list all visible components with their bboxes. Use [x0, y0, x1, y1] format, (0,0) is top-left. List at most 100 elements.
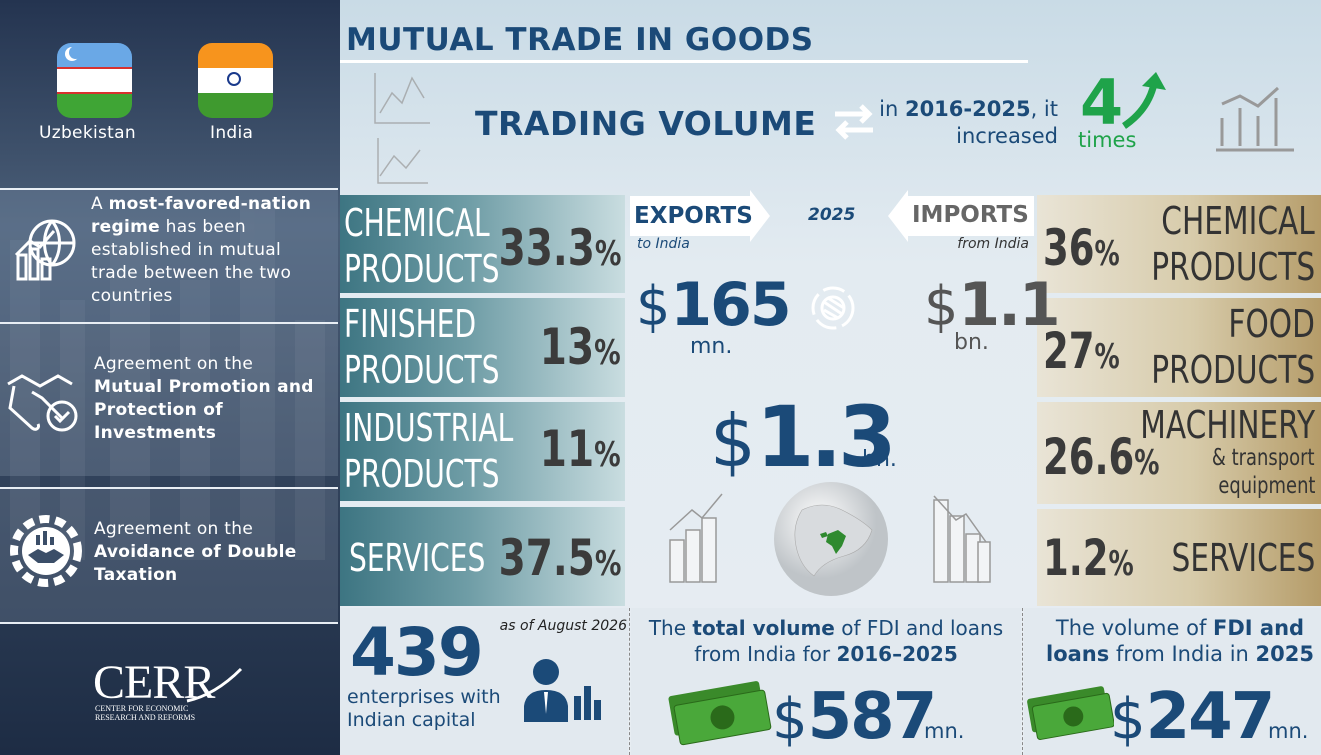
text: 587: [807, 680, 938, 754]
decoration: 11%: [517, 420, 621, 478]
text: FOOD: [1228, 302, 1315, 346]
text: PRODUCTS: [344, 247, 500, 291]
decoration: 13%: [517, 318, 621, 376]
decoration: [888, 190, 1034, 242]
imports-amount: $1.1: [924, 270, 1061, 340]
text: total volume: [692, 616, 835, 640]
imports-sub: from India: [957, 236, 1029, 252]
decoration: [701, 517, 717, 583]
flag-india: [198, 43, 273, 118]
decoration: 27%: [1043, 322, 1147, 380]
export-row: INDUSTRIAL PRODUCTS 11%: [340, 402, 625, 501]
decoration: [295, 320, 325, 560]
divider: [0, 188, 338, 190]
decoration: [544, 692, 548, 714]
text: 2025: [1255, 642, 1314, 666]
text: 1.3: [755, 388, 897, 486]
decoration: [811, 286, 855, 330]
text: in: [879, 97, 905, 121]
import-row: 1.2% SERVICES: [1037, 509, 1321, 606]
text: equipment: [1217, 473, 1315, 499]
agreement-text: Agreement on the Mutual Promotion and Pr…: [94, 353, 329, 445]
exports-amount: $165: [636, 270, 792, 340]
exports-unit: mn.: [690, 334, 733, 359]
agreement-panel: [0, 324, 338, 476]
decoration: [50, 537, 54, 545]
icon-growth: [1216, 86, 1294, 152]
decoration: [1063, 706, 1084, 727]
text: 37.5: [498, 529, 595, 587]
decoration: [533, 659, 559, 685]
text: 1.2: [1043, 529, 1109, 587]
decoration: 37.5%: [464, 529, 621, 587]
decoration: [7, 374, 73, 431]
flag-label: India: [210, 123, 254, 143]
decoration: [933, 495, 987, 543]
import-row: 36% CHEMICAL PRODUCTS: [1037, 195, 1321, 293]
decoration: CHEMICAL PRODUCTS: [1105, 198, 1315, 290]
text: The volume of: [1055, 616, 1214, 640]
decoration: MACHINERY: [1091, 404, 1315, 446]
text: $: [772, 687, 808, 752]
decoration: 26.6%: [1043, 428, 1160, 486]
decoration: [186, 667, 243, 703]
text: MACHINERY: [1140, 403, 1315, 447]
text: %: [594, 333, 621, 373]
text: The: [648, 616, 693, 640]
text: CHEMICAL: [1161, 199, 1315, 243]
text: 1.1: [958, 270, 1060, 340]
decoration: [22, 527, 70, 575]
decoration: [710, 705, 735, 730]
decoration: [10, 240, 40, 540]
decoration: [28, 549, 64, 563]
decoration: [198, 43, 273, 68]
text: most-favored-nation regime: [91, 194, 312, 237]
text: $: [710, 399, 756, 483]
text: A: [91, 194, 109, 214]
text: PRODUCTS: [1151, 348, 1315, 392]
decoration: [28, 247, 40, 281]
text: Indian capital: [347, 709, 476, 731]
decoration: [198, 93, 273, 118]
decoration: 37.5%: [498, 529, 621, 587]
increase-text: in 2016-2025, it increased: [879, 96, 1058, 150]
decoration: [1216, 86, 1294, 152]
text: %: [594, 435, 621, 475]
divider: [0, 322, 338, 324]
decoration: [949, 515, 965, 583]
decoration: [57, 69, 132, 92]
enterprises-note: as of August 2026: [499, 618, 627, 634]
decoration: [823, 296, 845, 320]
icon-globe-chart: [14, 219, 76, 281]
decoration: [574, 696, 581, 720]
text: 13: [540, 318, 595, 376]
text: 36: [1043, 219, 1095, 277]
separator: [629, 608, 630, 755]
text: %: [1134, 443, 1160, 483]
icon-handshake: [7, 374, 78, 432]
decoration: 36%: [1043, 219, 1147, 277]
flag-uzbekistan: [57, 43, 132, 118]
decoration: [1027, 686, 1114, 740]
icon-businessman: [524, 659, 601, 722]
export-row: CHEMICAL PRODUCTS 33.3%: [340, 195, 625, 293]
decoration: [584, 686, 591, 720]
text: Mutual Promotion and Protection of Inves…: [94, 377, 314, 443]
city-overlay: [10, 200, 325, 560]
decoration: INDUSTRIAL PRODUCTS: [344, 405, 573, 497]
decoration: [630, 190, 770, 242]
decoration: SERVICES: [349, 535, 533, 581]
decoration: CHEMICAL PRODUCTS: [344, 200, 554, 292]
decoration: [53, 410, 71, 424]
decoration: [377, 138, 428, 184]
icon-cycle: [811, 286, 855, 330]
decoration: [36, 535, 40, 545]
decoration: [685, 529, 701, 583]
decoration: [46, 400, 78, 432]
icon-chart-sketch: [374, 73, 430, 184]
imports-unit: bn.: [954, 330, 989, 355]
text: Agreement on the: [94, 519, 254, 539]
decoration: 26.6%: [1043, 428, 1200, 486]
fdi-total-unit: mn.: [924, 719, 965, 743]
decoration: [14, 230, 56, 257]
